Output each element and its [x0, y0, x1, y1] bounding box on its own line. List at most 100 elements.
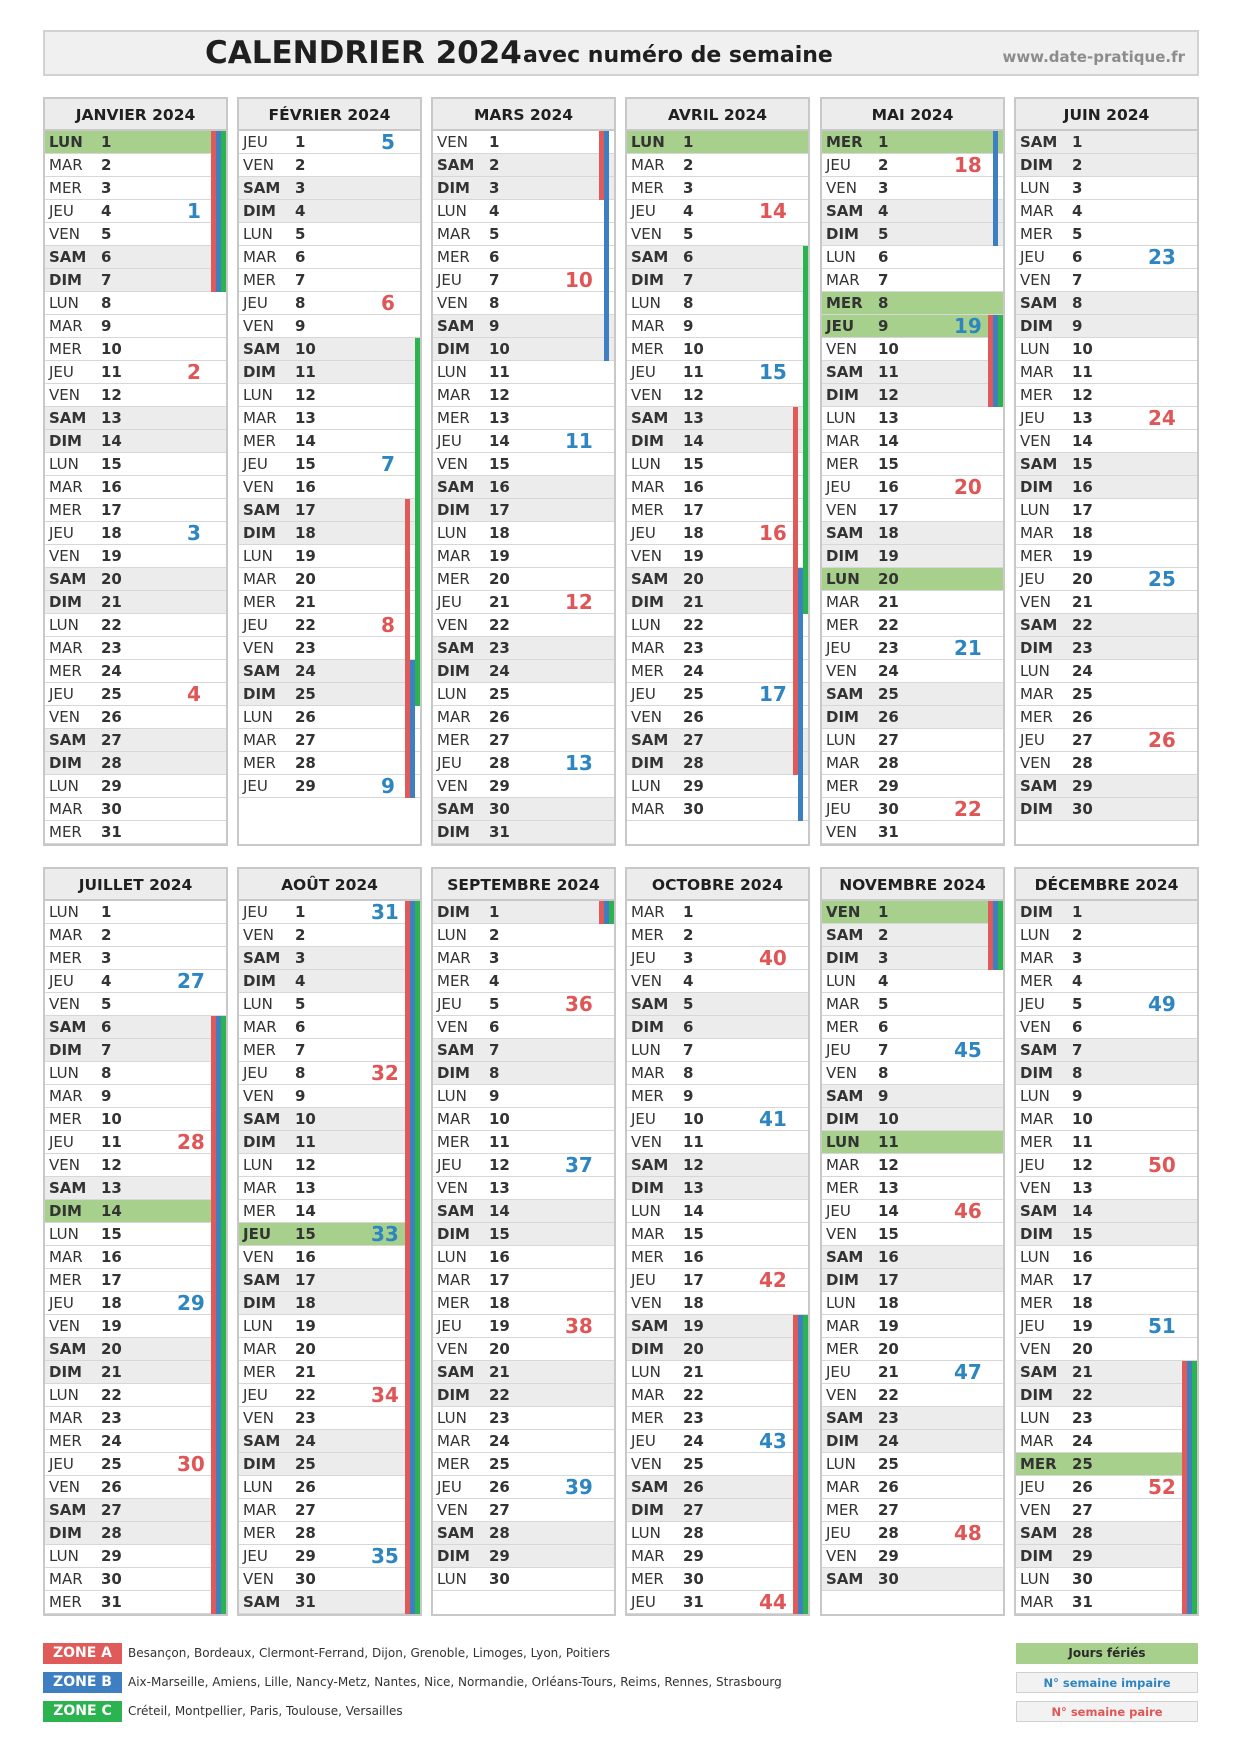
- day-name: DIM: [631, 1179, 664, 1197]
- day-number: 8: [878, 294, 889, 312]
- day-number: 25: [295, 685, 316, 703]
- day-name: LUN: [826, 1133, 860, 1151]
- day-number: 21: [101, 593, 122, 611]
- day-name: JEU: [437, 432, 462, 450]
- day-name: DIM: [631, 754, 664, 772]
- week-number: 24: [1148, 406, 1176, 430]
- month-10: OCTOBRE 2024 MAR 1 MER 2 JEU 3 40 VEN 4 SAM 5 DIM 6 LU…: [625, 867, 810, 1616]
- day-row: DIM 20: [627, 1338, 808, 1361]
- day-row: MAR 27: [239, 1499, 420, 1522]
- day-row: VEN 8: [822, 1062, 1003, 1085]
- day-number: 5: [1072, 995, 1083, 1013]
- day-row: SAM 11: [822, 361, 1003, 384]
- day-name: DIM: [631, 593, 664, 611]
- day-name: MAR: [243, 731, 277, 749]
- day-name: JEU: [437, 1478, 462, 1496]
- day-number: 13: [1072, 1179, 1093, 1197]
- day-number: 26: [295, 1478, 316, 1496]
- day-number: 2: [878, 156, 889, 174]
- day-number: 16: [683, 478, 704, 496]
- day-number: 4: [878, 202, 889, 220]
- day-row: SAM 15: [1016, 453, 1197, 476]
- day-name: JEU: [631, 1432, 656, 1450]
- day-name: LUN: [49, 777, 79, 795]
- day-row: LUN 27: [822, 729, 1003, 752]
- day-number: 10: [295, 1110, 316, 1128]
- day-number: 8: [101, 294, 112, 312]
- day-name: SAM: [631, 731, 669, 749]
- day-number: 4: [101, 202, 112, 220]
- day-number: 4: [1072, 202, 1083, 220]
- day-number: 2: [295, 156, 306, 174]
- day-row: DIM 11: [239, 361, 420, 384]
- zone-c-holiday-bar: [1192, 1361, 1197, 1614]
- day-number: 18: [683, 524, 704, 542]
- day-name: MER: [437, 409, 470, 427]
- day-number: 6: [1072, 1018, 1083, 1036]
- day-name: MAR: [49, 800, 83, 818]
- day-name: DIM: [826, 949, 859, 967]
- day-name: DIM: [1020, 478, 1053, 496]
- day-name: JEU: [437, 271, 462, 289]
- day-number: 15: [101, 455, 122, 473]
- day-row: LUN 29: [45, 775, 226, 798]
- day-name: JEU: [49, 1133, 74, 1151]
- day-name: MAR: [1020, 1593, 1054, 1611]
- day-number: 6: [101, 248, 112, 266]
- day-number: 22: [683, 1386, 704, 1404]
- day-name: DIM: [1020, 903, 1053, 921]
- day-row: VEN 13: [1016, 1177, 1197, 1200]
- day-name: DIM: [243, 685, 276, 703]
- day-row: DIM 9: [1016, 315, 1197, 338]
- day-number: 20: [295, 570, 316, 588]
- day-number: 6: [1072, 248, 1083, 266]
- day-number: 20: [683, 570, 704, 588]
- day-row: DIM 26: [822, 706, 1003, 729]
- day-row: JEU 22 34: [239, 1384, 420, 1407]
- day-number: 4: [1072, 972, 1083, 990]
- day-row: LUN 23: [1016, 1407, 1197, 1430]
- week-number: 38: [565, 1314, 593, 1338]
- day-name: JEU: [243, 1547, 268, 1565]
- day-row: LUN 17: [1016, 499, 1197, 522]
- day-number: 18: [1072, 1294, 1093, 1312]
- website-link[interactable]: www.date-pratique.fr: [1002, 48, 1185, 66]
- day-row: MER 5: [1016, 223, 1197, 246]
- day-name: LUN: [49, 616, 79, 634]
- day-number: 9: [1072, 1087, 1083, 1105]
- day-number: 21: [489, 1363, 510, 1381]
- day-name: DIM: [1020, 1064, 1053, 1082]
- day-number: 27: [878, 1501, 899, 1519]
- day-row: LUN 25: [433, 683, 614, 706]
- day-row: JEU 7 10: [433, 269, 614, 292]
- day-number: 26: [1072, 708, 1093, 726]
- day-row: MER 25: [433, 1453, 614, 1476]
- day-row: SAM 21: [433, 1361, 614, 1384]
- day-name: MER: [243, 754, 276, 772]
- day-name: LUN: [631, 294, 661, 312]
- day-row: MAR 13: [239, 1177, 420, 1200]
- day-name: MAR: [437, 1432, 471, 1450]
- day-row: MER 3: [45, 177, 226, 200]
- day-number: 20: [878, 1340, 899, 1358]
- day-row: MER 23: [627, 1407, 808, 1430]
- day-row: VEN 26: [45, 1476, 226, 1499]
- day-row: JEU 8 32: [239, 1062, 420, 1085]
- day-row: MAR 12: [433, 384, 614, 407]
- day-name: VEN: [243, 478, 274, 496]
- zone-c-holiday-bar: [221, 1016, 226, 1614]
- day-row: MER 31: [45, 1591, 226, 1614]
- day-name: MAR: [49, 156, 83, 174]
- day-row: MAR 10: [433, 1108, 614, 1131]
- day-number: 27: [683, 1501, 704, 1519]
- day-row: DIM 11: [239, 1131, 420, 1154]
- day-row: VEN 9: [239, 315, 420, 338]
- day-name: MAR: [826, 1317, 860, 1335]
- day-row: MER 7: [239, 269, 420, 292]
- day-name: MER: [631, 1570, 664, 1588]
- zone-c-badge: ZONE C: [43, 1701, 122, 1722]
- day-row: DIM 4: [239, 200, 420, 223]
- day-name: MAR: [437, 1271, 471, 1289]
- day-name: JEU: [826, 156, 851, 174]
- day-name: SAM: [49, 570, 87, 588]
